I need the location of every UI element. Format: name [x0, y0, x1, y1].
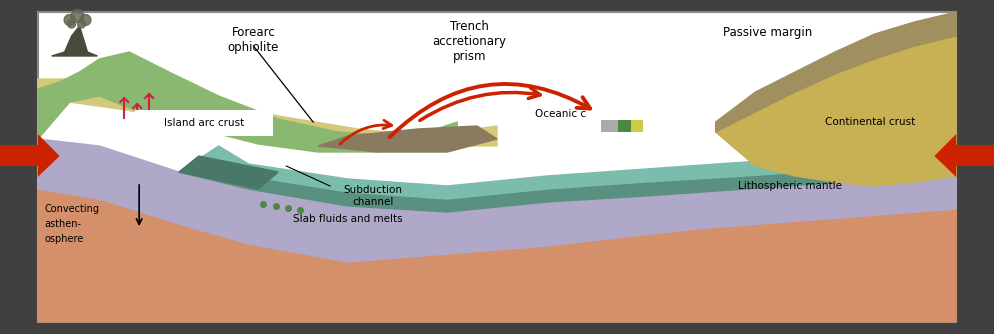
Text: Island arc crust: Island arc crust — [164, 118, 244, 128]
Polygon shape — [52, 26, 97, 56]
Text: Forearc
ophiolite: Forearc ophiolite — [228, 26, 279, 54]
Text: Oceanic c: Oceanic c — [535, 109, 585, 119]
FancyBboxPatch shape — [618, 120, 632, 132]
Polygon shape — [72, 9, 83, 22]
Text: asthen-: asthen- — [45, 219, 82, 229]
Polygon shape — [38, 52, 457, 152]
Polygon shape — [0, 134, 60, 177]
Text: Lithospheric mantle: Lithospheric mantle — [739, 181, 842, 191]
Polygon shape — [318, 126, 497, 152]
Polygon shape — [716, 12, 956, 132]
Polygon shape — [179, 159, 956, 212]
FancyBboxPatch shape — [631, 120, 643, 132]
Text: Passive margin: Passive margin — [723, 26, 812, 39]
Text: Trench
accretionary
prism: Trench accretionary prism — [432, 20, 506, 63]
Polygon shape — [38, 139, 956, 262]
Polygon shape — [179, 156, 278, 189]
FancyBboxPatch shape — [601, 120, 619, 132]
Polygon shape — [68, 20, 76, 28]
Text: Continental crust: Continental crust — [825, 117, 914, 127]
Polygon shape — [38, 79, 497, 146]
Text: osphere: osphere — [45, 234, 83, 244]
FancyBboxPatch shape — [38, 12, 956, 322]
Polygon shape — [716, 36, 956, 186]
Polygon shape — [934, 134, 994, 177]
Text: Slab fluids and melts: Slab fluids and melts — [293, 214, 403, 224]
Polygon shape — [78, 20, 85, 28]
Text: Subduction
channel: Subduction channel — [343, 185, 403, 207]
FancyBboxPatch shape — [135, 110, 273, 136]
Polygon shape — [199, 146, 956, 199]
Text: Convecting: Convecting — [45, 204, 99, 214]
Polygon shape — [38, 189, 956, 322]
Polygon shape — [81, 14, 91, 25]
Polygon shape — [65, 14, 76, 25]
